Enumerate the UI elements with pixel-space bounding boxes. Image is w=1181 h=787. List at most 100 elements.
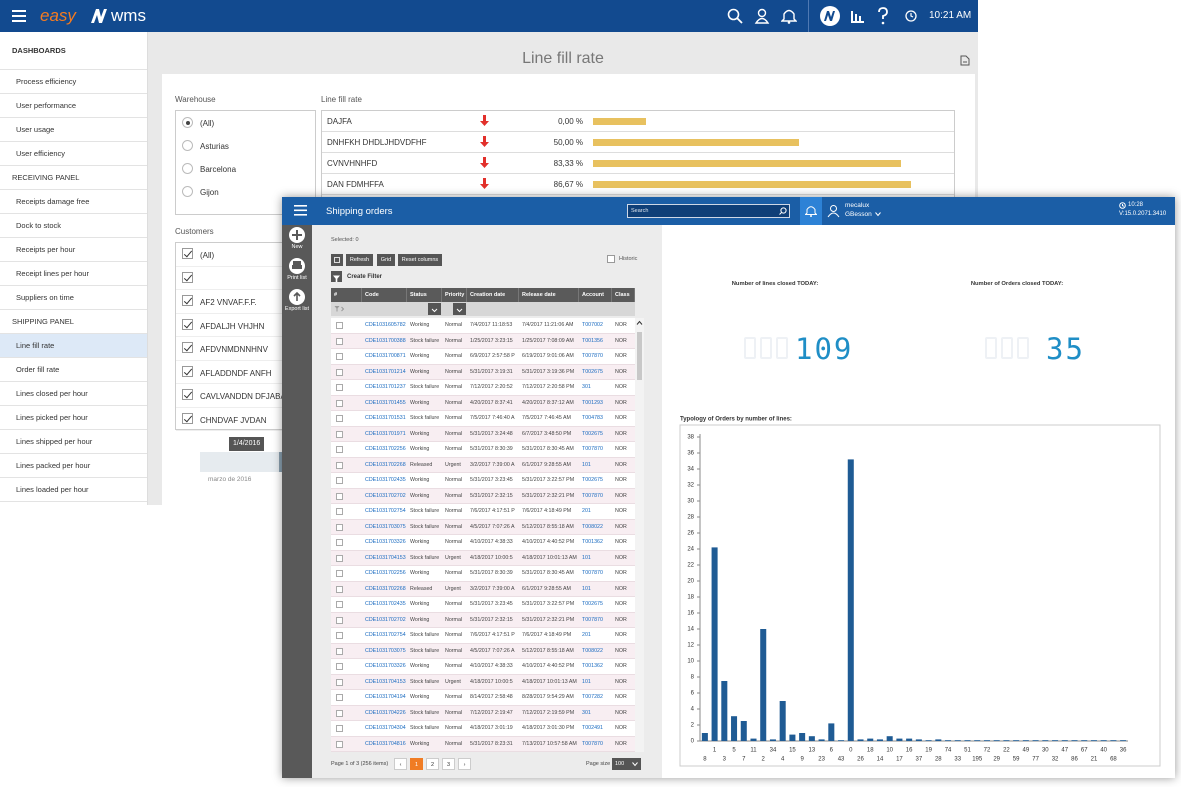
- row-checkbox[interactable]: [336, 400, 343, 407]
- search-box[interactable]: Search: [627, 204, 790, 218]
- row-checkbox[interactable]: [336, 648, 343, 655]
- row-checkbox[interactable]: [336, 338, 343, 345]
- menu-item[interactable]: User usage: [0, 118, 147, 142]
- grid-row[interactable]: CDE1031704304Stock failureNormal4/18/201…: [331, 721, 635, 737]
- scrollbar[interactable]: [635, 318, 644, 752]
- row-checkbox[interactable]: [336, 446, 343, 453]
- radio-option[interactable]: Barcelona: [176, 158, 315, 181]
- notifications[interactable]: [800, 197, 822, 225]
- grid-row[interactable]: CDE1031702268ReleasedUrgent3/2/2017 7:39…: [331, 458, 635, 474]
- column-header[interactable]: Code: [362, 288, 407, 302]
- grid-row[interactable]: CDE1031702754Stock failureNormal7/6/2017…: [331, 504, 635, 520]
- grid-row[interactable]: CDE1031701531Stock failureNormal7/5/2017…: [331, 411, 635, 427]
- select-all[interactable]: [331, 254, 343, 266]
- column-header[interactable]: Status: [407, 288, 442, 302]
- toolbar-button[interactable]: Refresh: [346, 254, 373, 266]
- row-checkbox[interactable]: [336, 570, 343, 577]
- historic-checkbox[interactable]: [607, 255, 615, 263]
- row-checkbox[interactable]: [336, 493, 343, 500]
- column-header[interactable]: Account: [579, 288, 612, 302]
- grid-row[interactable]: CDE1031703075Stock failureNormal4/5/2017…: [331, 644, 635, 660]
- menu-item[interactable]: Lines loaded per hour: [0, 478, 147, 502]
- next-page[interactable]: ›: [458, 758, 471, 770]
- menu-item[interactable]: Line fill rate: [0, 334, 147, 358]
- status-filter[interactable]: [428, 303, 441, 315]
- row-checkbox[interactable]: [336, 353, 343, 360]
- menu-item[interactable]: Receipt lines per hour: [0, 262, 147, 286]
- grid-row[interactable]: CDE1031700871WorkingNormal6/9/2017 2:57:…: [331, 349, 635, 365]
- chart-icon[interactable]: [850, 9, 865, 23]
- grid-row[interactable]: CDE1031704226Stock failureNormal7/12/201…: [331, 706, 635, 722]
- prev-page[interactable]: ‹: [394, 758, 407, 770]
- row-checkbox[interactable]: [336, 725, 343, 732]
- grid-row[interactable]: CDE1031702435WorkingNormal5/31/2017 3:23…: [331, 597, 635, 613]
- row-checkbox[interactable]: [336, 322, 343, 329]
- column-header[interactable]: Creation date: [467, 288, 519, 302]
- toolbar-icon[interactable]: [289, 289, 305, 305]
- timeline-range[interactable]: [200, 452, 282, 472]
- page-button[interactable]: 3: [442, 758, 455, 770]
- grid-row[interactable]: CDE1031704816WorkingNormal5/31/2017 8:23…: [331, 737, 635, 753]
- menu-item[interactable]: User performance: [0, 94, 147, 118]
- row-checkbox[interactable]: [336, 431, 343, 438]
- toolbar-label[interactable]: Print list: [282, 275, 312, 281]
- bell-icon[interactable]: [781, 7, 797, 24]
- row-checkbox[interactable]: [336, 601, 343, 608]
- row-checkbox[interactable]: [336, 632, 343, 639]
- user-icon[interactable]: [754, 8, 770, 24]
- filter-icon[interactable]: [331, 271, 342, 282]
- search-icon[interactable]: [779, 207, 787, 215]
- row-checkbox[interactable]: [336, 508, 343, 515]
- priority-filter[interactable]: [453, 303, 466, 315]
- row-checkbox[interactable]: [336, 462, 343, 469]
- grid-row[interactable]: CDE1031702256WorkingNormal5/31/2017 8:30…: [331, 566, 635, 582]
- grid-row[interactable]: CDE1031701214WorkingNormal5/31/2017 3:19…: [331, 365, 635, 381]
- help-icon[interactable]: [877, 7, 889, 25]
- grid-row[interactable]: CDE1031704153Stock failureUrgent4/18/201…: [331, 551, 635, 567]
- menu-icon[interactable]: [12, 10, 26, 22]
- page-button[interactable]: 1: [410, 758, 423, 770]
- row-checkbox[interactable]: [336, 539, 343, 546]
- column-header[interactable]: Release date: [519, 288, 579, 302]
- row-checkbox[interactable]: [336, 617, 343, 624]
- row-checkbox[interactable]: [336, 679, 343, 686]
- grid-row[interactable]: CDE1031701237Stock failureNormal7/12/201…: [331, 380, 635, 396]
- row-checkbox[interactable]: [336, 555, 343, 562]
- grid-row[interactable]: CDE1031702702WorkingNormal5/31/2017 2:32…: [331, 613, 635, 629]
- menu-item[interactable]: Lines closed per hour: [0, 382, 147, 406]
- grid-row[interactable]: CDE1031701455WorkingNormal4/20/2017 8:37…: [331, 396, 635, 412]
- user-icon[interactable]: [827, 204, 840, 218]
- menu-icon[interactable]: [294, 205, 307, 216]
- grid-row[interactable]: CDE1031605782WorkingNormal7/4/2017 11:18…: [331, 318, 635, 334]
- toolbar-button[interactable]: Reset columns: [398, 254, 442, 266]
- row-checkbox[interactable]: [336, 741, 343, 748]
- grid-row[interactable]: CDE1031703326WorkingNormal4/10/2017 4:38…: [331, 659, 635, 675]
- create-filter[interactable]: Create Filter: [347, 274, 382, 280]
- row-checkbox[interactable]: [336, 415, 343, 422]
- row-checkbox[interactable]: [336, 384, 343, 391]
- menu-item[interactable]: Process efficiency: [0, 70, 147, 94]
- toolbar-button[interactable]: Grid: [377, 254, 395, 266]
- toolbar-label[interactable]: Export list: [282, 306, 312, 312]
- menu-item[interactable]: Lines packed per hour: [0, 454, 147, 478]
- column-header[interactable]: Class: [612, 288, 635, 302]
- row-checkbox[interactable]: [336, 524, 343, 531]
- grid-row[interactable]: CDE1031702754Stock failureNormal7/6/2017…: [331, 628, 635, 644]
- row-checkbox[interactable]: [336, 663, 343, 670]
- column-header[interactable]: Priority: [442, 288, 467, 302]
- menu-item[interactable]: Order fill rate: [0, 358, 147, 382]
- menu-item[interactable]: Receipts damage free: [0, 190, 147, 214]
- radio-option[interactable]: Asturias: [176, 135, 315, 158]
- page-size-select[interactable]: 100: [612, 758, 641, 770]
- grid-row[interactable]: CDE1031703075Stock failureNormal4/5/2017…: [331, 520, 635, 536]
- menu-item[interactable]: Lines picked per hour: [0, 406, 147, 430]
- grid-row[interactable]: CDE1031700388Stock failureNormal1/25/201…: [331, 334, 635, 350]
- column-header[interactable]: #: [331, 288, 362, 302]
- toolbar-icon[interactable]: [289, 227, 305, 243]
- menu-item[interactable]: Suppliers on time: [0, 286, 147, 310]
- search-icon[interactable]: [727, 8, 743, 24]
- menu-item[interactable]: Lines shipped per hour: [0, 430, 147, 454]
- row-checkbox[interactable]: [336, 477, 343, 484]
- menu-item[interactable]: Dock to stock: [0, 214, 147, 238]
- menu-item[interactable]: User efficiency: [0, 142, 147, 166]
